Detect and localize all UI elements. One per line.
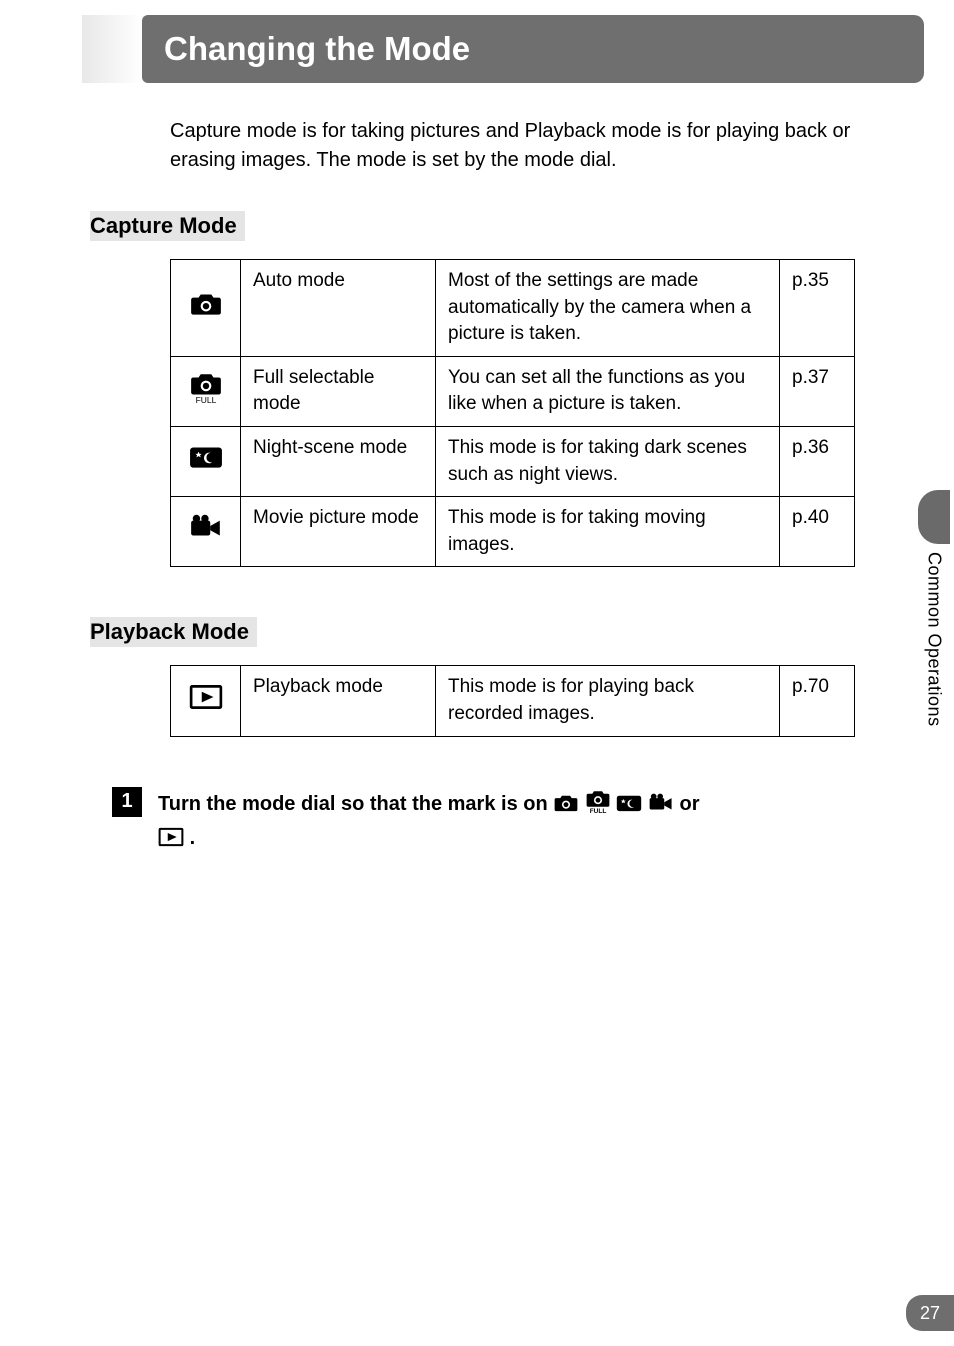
camera-full-icon [189,371,223,403]
step-text-after: . [190,827,196,849]
intro-paragraph: Capture mode is for taking pictures and … [170,117,864,175]
mode-name: Movie picture mode [241,497,436,567]
play-rect-icon [189,684,223,710]
mode-desc: This mode is for taking moving images. [436,497,780,567]
mode-page: p.36 [780,426,855,496]
camera-full-icon [585,788,611,814]
table-row: Night-scene mode This mode is for taking… [171,426,855,496]
movie-icon [189,514,223,540]
table-row: Movie picture mode This mode is for taki… [171,497,855,567]
night-scene-icon [616,792,642,814]
capture-table: Auto mode Most of the settings are made … [170,259,855,567]
side-section-label: Common Operations [924,542,945,727]
mode-desc: You can set all the functions as you lik… [436,356,780,426]
side-tab: Common Operations [914,490,954,727]
mode-desc: This mode is for playing back recorded i… [436,666,780,736]
step-number: 1 [112,787,142,817]
step-text-mid: or [679,793,699,815]
mode-page: p.40 [780,497,855,567]
mode-desc: This mode is for taking dark scenes such… [436,426,780,496]
step-text-before: Turn the mode dial so that the mark is o… [158,793,553,815]
camera-icon [189,291,223,317]
mode-name: Auto mode [241,260,436,357]
movie-icon [648,792,674,814]
camera-icon [553,792,579,814]
capture-heading: Capture Mode [90,211,245,241]
header-band: Changing the Mode [82,15,924,83]
playback-heading: Playback Mode [90,617,257,647]
night-scene-icon [189,444,223,470]
mode-page: p.70 [780,666,855,736]
step-row: 1 Turn the mode dial so that the mark is… [112,787,864,855]
play-rect-icon [158,826,184,848]
step-instruction: Turn the mode dial so that the mark is o… [158,787,699,855]
playback-table: Playback mode This mode is for playing b… [170,665,855,736]
page-number: 27 [906,1295,954,1331]
table-row: Playback mode This mode is for playing b… [171,666,855,736]
mode-page: p.35 [780,260,855,357]
mode-desc: Most of the settings are made automatica… [436,260,780,357]
mode-page: p.37 [780,356,855,426]
mode-name: Full selectable mode [241,356,436,426]
table-row: Full selectable mode You can set all the… [171,356,855,426]
mode-name: Night-scene mode [241,426,436,496]
page-title: Changing the Mode [164,30,470,68]
table-row: Auto mode Most of the settings are made … [171,260,855,357]
side-pill-icon [918,490,950,544]
mode-name: Playback mode [241,666,436,736]
